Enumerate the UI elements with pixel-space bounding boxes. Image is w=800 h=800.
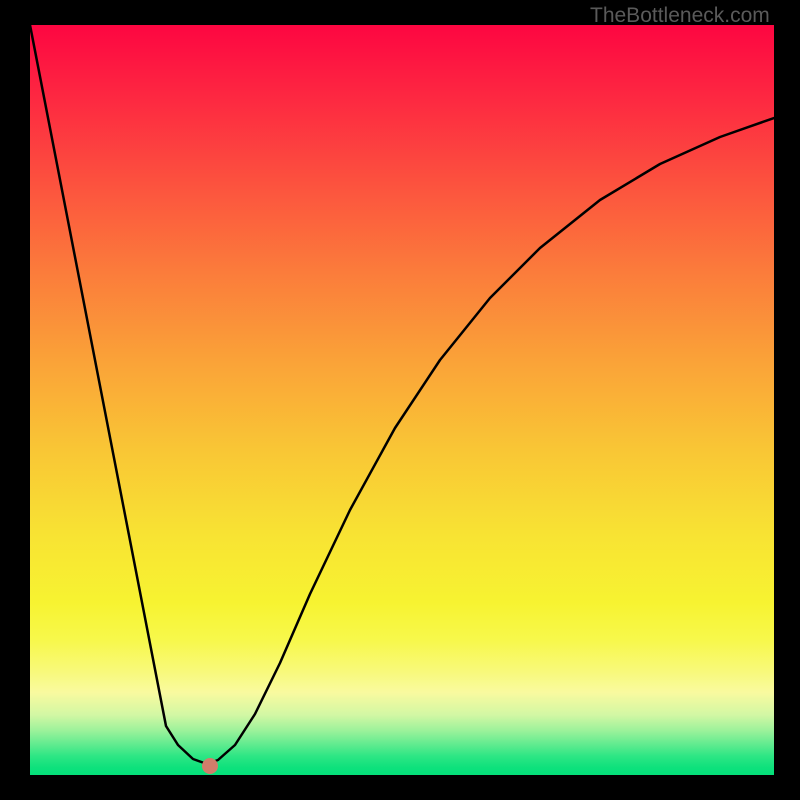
bottleneck-chart-svg (30, 25, 774, 775)
plot-area (30, 25, 774, 775)
gradient-background (30, 25, 774, 775)
minimum-marker (202, 758, 218, 774)
watermark-text: TheBottleneck.com (590, 4, 770, 28)
chart-container: TheBottleneck.com (0, 0, 800, 800)
